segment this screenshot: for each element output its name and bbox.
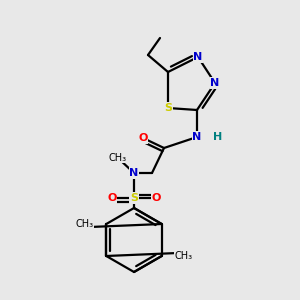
Text: CH₃: CH₃ — [175, 251, 193, 261]
Text: O: O — [138, 133, 148, 143]
Text: CH₃: CH₃ — [109, 153, 127, 163]
Text: N: N — [194, 52, 202, 62]
Text: O: O — [151, 193, 161, 203]
Text: N: N — [192, 132, 202, 142]
Text: N: N — [129, 168, 139, 178]
Text: S: S — [164, 103, 172, 113]
Text: H: H — [213, 132, 223, 142]
Text: S: S — [130, 193, 138, 203]
Text: CH₃: CH₃ — [75, 219, 93, 229]
Text: O: O — [107, 193, 117, 203]
Text: N: N — [210, 78, 220, 88]
